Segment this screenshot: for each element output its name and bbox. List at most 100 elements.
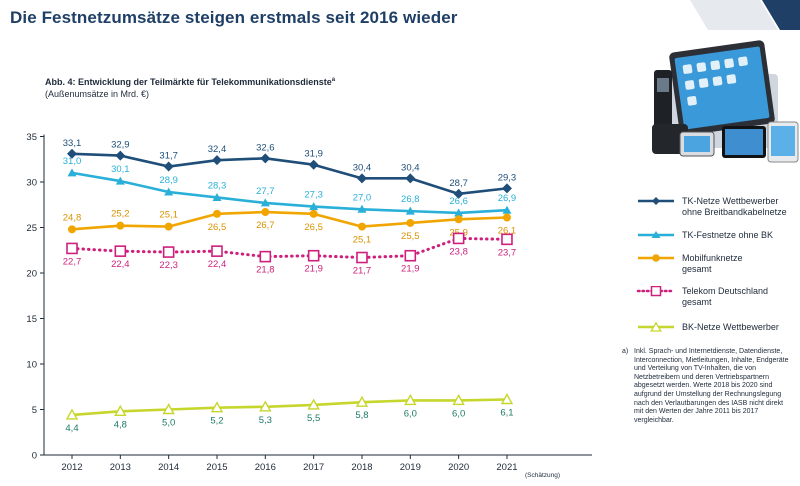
data-label: 4,4 <box>65 423 78 434</box>
data-label: 22,4 <box>111 259 130 270</box>
data-point-triangle-open <box>307 398 320 410</box>
data-label: 31,0 <box>63 156 82 167</box>
footnote: a) Inkl. Sprach- und Internetdienste, Da… <box>622 348 792 425</box>
x-tick-label: 2015 <box>206 462 227 473</box>
data-point-triangle-open <box>500 393 514 405</box>
data-point-triangle-open <box>355 395 369 407</box>
data-point-square <box>307 249 320 262</box>
data-label: 4,8 <box>114 419 127 430</box>
data-label: 27,3 <box>304 190 323 201</box>
data-label: 5,3 <box>259 415 272 426</box>
data-point-square <box>259 250 272 263</box>
data-point-triangle <box>454 208 464 217</box>
data-label: 30,1 <box>111 164 130 175</box>
data-label: 32,6 <box>256 142 275 153</box>
y-tick-label: 0 <box>32 451 37 462</box>
x-tick-label: 2017 <box>303 462 324 473</box>
data-point-square <box>452 232 465 245</box>
legend-marker-diamond-icon <box>638 197 674 205</box>
figure-subtitle: (Außenumsätze in Mrd. €) <box>45 89 150 99</box>
data-label: 31,7 <box>159 151 178 162</box>
x-tick-label: 2014 <box>158 462 179 473</box>
data-label: 31,9 <box>304 149 323 160</box>
data-point-triangle-open <box>65 408 79 420</box>
series-line <box>70 236 509 260</box>
data-label: 27,0 <box>353 192 372 203</box>
data-point-diamond <box>501 183 512 194</box>
data-point-diamond <box>453 188 464 199</box>
data-label: 5,8 <box>355 410 368 421</box>
data-label: 5,2 <box>210 416 223 427</box>
data-point-triangle <box>115 176 125 185</box>
x-tick-label: 2021 <box>496 462 517 473</box>
data-point-square <box>114 245 127 257</box>
data-point-triangle <box>164 187 174 196</box>
series-line <box>70 398 509 417</box>
data-label: 25,5 <box>401 231 420 242</box>
data-point-triangle-open <box>210 401 224 413</box>
footnote-mark: a) <box>622 348 629 355</box>
data-point-diamond <box>115 150 126 161</box>
headline: Die Festnetzumsätze steigen erstmals sei… <box>10 8 458 27</box>
data-point-diamond <box>356 173 367 184</box>
y-tick-label: 20 <box>26 269 37 280</box>
data-point-circle <box>309 209 318 218</box>
data-point-triangle-open <box>452 393 465 406</box>
data-point-square <box>66 242 78 255</box>
data-point-circle <box>357 222 366 231</box>
data-point-circle <box>164 222 173 231</box>
data-point-diamond <box>405 173 416 184</box>
data-label: 26,5 <box>304 222 323 233</box>
x-tick-label: 2020 <box>448 462 469 473</box>
data-label: 26,5 <box>208 222 227 233</box>
legend-label: TK-Festnetze ohne BK <box>682 230 774 240</box>
data-label: 26,9 <box>498 193 517 204</box>
legend-marker-circle-icon <box>638 254 674 262</box>
data-label: 6,1 <box>500 407 513 418</box>
data-label: 21,8 <box>256 265 275 276</box>
data-label: 30,4 <box>353 162 372 173</box>
data-label: 21,9 <box>401 264 420 275</box>
data-point-diamond <box>308 159 319 170</box>
data-label: 28,3 <box>208 180 227 191</box>
data-point-diamond <box>67 148 77 159</box>
legend-item-telekom-deutschland: Telekom Deutschland gesamt <box>636 286 800 308</box>
figure-title: Abb. 4: Entwicklung der Teilmärkte für T… <box>45 77 336 87</box>
data-label: 21,9 <box>304 264 323 275</box>
x-tick-label: 2018 <box>351 462 372 473</box>
legend-item-tk-festnetze: TK-Festnetze ohne BK <box>636 230 800 241</box>
data-label: 6,0 <box>404 408 417 419</box>
data-point-triangle-open <box>162 403 175 415</box>
legend-label: gesamt <box>682 297 712 307</box>
data-point-triangle <box>67 168 77 177</box>
data-label: 25,2 <box>111 209 130 220</box>
data-label: 30,4 <box>401 162 420 173</box>
data-label: 25,1 <box>159 210 178 221</box>
data-label: 26,6 <box>449 196 468 207</box>
y-tick-label: 25 <box>26 223 37 234</box>
data-label: 22,7 <box>63 256 82 267</box>
x-tick-label: 2019 <box>400 462 421 473</box>
data-point-diamond <box>163 161 174 172</box>
y-tick-label: 15 <box>26 314 37 325</box>
chart-legend: TK-Netze Wettbewerber ohne Breitbandkabe… <box>636 196 800 333</box>
data-label: 26,1 <box>498 225 517 236</box>
data-point-diamond <box>211 155 222 166</box>
devices-photo <box>652 40 800 172</box>
data-label: 26,8 <box>401 194 420 205</box>
data-point-triangle-open <box>259 400 272 412</box>
data-point-square <box>211 245 223 257</box>
data-label: 26,7 <box>256 220 275 231</box>
legend-item-tk-netze-wettbewerber: TK-Netze Wettbewerber ohne Breitbandkabe… <box>636 196 800 218</box>
y-tick-label: 30 <box>26 178 37 189</box>
data-point-triangle <box>309 202 319 211</box>
data-label: 23,8 <box>449 246 468 257</box>
data-label: 21,7 <box>353 266 372 277</box>
data-point-triangle-open <box>404 393 417 406</box>
data-point-square <box>404 249 417 262</box>
legend-label: gesamt <box>682 264 712 274</box>
data-point-circle <box>116 221 125 230</box>
data-point-circle <box>502 213 511 222</box>
legend-label: BK-Netze Wettbewerber <box>682 322 779 332</box>
